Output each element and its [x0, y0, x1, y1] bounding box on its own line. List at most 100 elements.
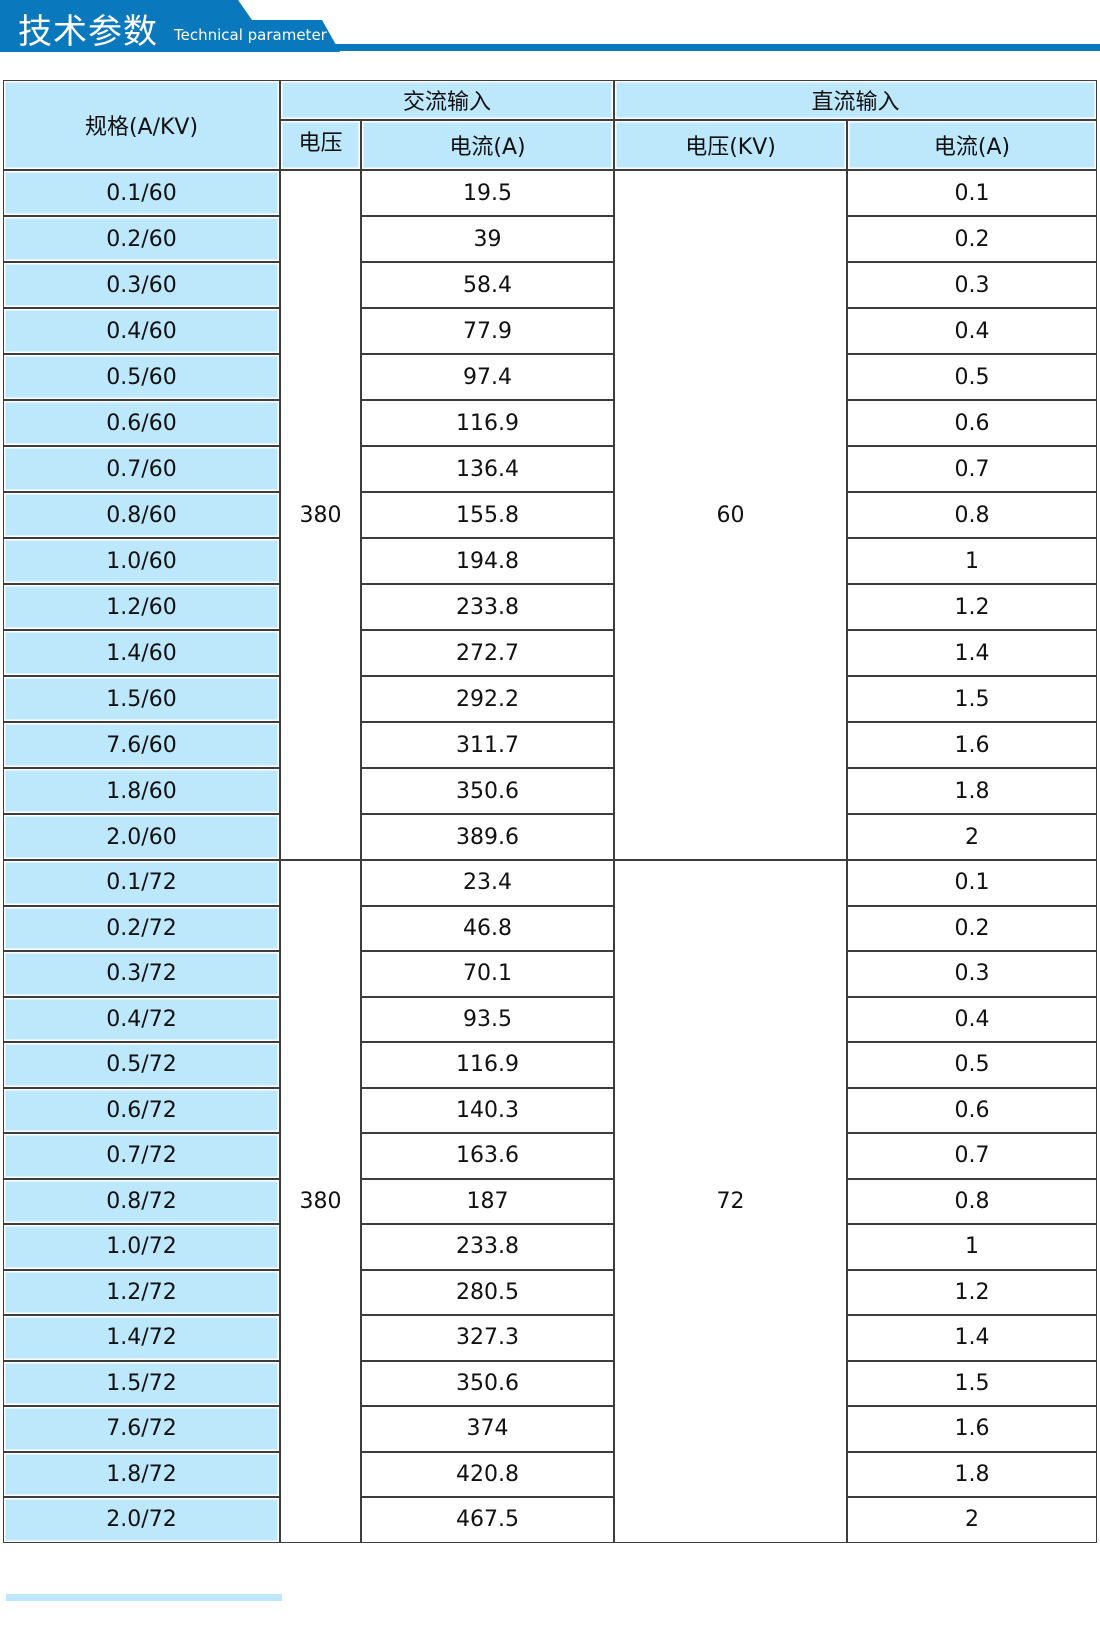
- ac-current-cell: 97.4: [361, 354, 615, 400]
- table-row: 7.6/72 374 1.6: [3, 1406, 1098, 1452]
- table-row: 0.3/72 70.1 0.3: [3, 951, 1098, 997]
- dc-current-cell: 0.7: [847, 446, 1098, 492]
- ac-current-cell: 93.5: [361, 996, 615, 1042]
- ac-current-cell: 163.6: [361, 1133, 615, 1179]
- ac-current-cell: 70.1: [361, 951, 615, 997]
- ac-current-cell: 350.6: [361, 768, 615, 814]
- spec-cell: 0.8/60: [3, 492, 280, 538]
- dc-current-cell: 1.6: [847, 722, 1098, 768]
- table-row: 1.0/60 194.8 1: [3, 538, 1098, 584]
- dc-current-cell: 1.5: [847, 676, 1098, 722]
- header-dc-input: 直流输入: [614, 80, 1098, 120]
- ac-current-cell: 136.4: [361, 446, 615, 492]
- spec-cell: 0.3/72: [3, 951, 280, 997]
- spec-cell: 7.6/60: [3, 722, 280, 768]
- ac-voltage-cell: 380: [280, 170, 361, 860]
- table-row: 1.8/60 350.6 1.8: [3, 768, 1098, 814]
- ac-current-cell: 194.8: [361, 538, 615, 584]
- spec-cell: 1.8/72: [3, 1451, 280, 1497]
- ac-current-cell: 155.8: [361, 492, 615, 538]
- dc-current-cell: 0.1: [847, 170, 1098, 216]
- table-row: 1.8/72 420.8 1.8: [3, 1451, 1098, 1497]
- table-row: 2.0/60 389.6 2: [3, 814, 1098, 860]
- spec-cell: 2.0/60: [3, 814, 280, 860]
- ac-current-cell: 116.9: [361, 400, 615, 446]
- spec-cell: 2.0/72: [3, 1497, 280, 1543]
- dc-current-cell: 0.2: [847, 905, 1098, 951]
- table-row: 1.4/72 327.3 1.4: [3, 1315, 1098, 1361]
- section-subtitle: Technical parameter: [174, 26, 327, 44]
- dc-current-cell: 1.6: [847, 1406, 1098, 1452]
- spec-cell: 0.4/72: [3, 996, 280, 1042]
- spec-cell: 1.5/60: [3, 676, 280, 722]
- dc-current-cell: 1.8: [847, 1451, 1098, 1497]
- table-row: 0.4/60 77.9 0.4: [3, 308, 1098, 354]
- dc-current-cell: 0.1: [847, 860, 1098, 906]
- ac-current-cell: 311.7: [361, 722, 615, 768]
- dc-current-cell: 0.6: [847, 400, 1098, 446]
- spec-cell: 1.4/60: [3, 630, 280, 676]
- ac-current-cell: 19.5: [361, 170, 615, 216]
- table-row: 1.4/60 272.7 1.4: [3, 630, 1098, 676]
- header-spec: 规格(A/KV): [3, 80, 280, 170]
- spec-cell: 0.8/72: [3, 1178, 280, 1224]
- spec-cell: 0.5/60: [3, 354, 280, 400]
- dc-current-cell: 1.4: [847, 1315, 1098, 1361]
- header-ac-input: 交流输入: [280, 80, 615, 120]
- spec-cell: 0.6/60: [3, 400, 280, 446]
- ac-current-cell: 272.7: [361, 630, 615, 676]
- ac-current-cell: 116.9: [361, 1042, 615, 1088]
- table-row: 0.2/60 39 0.2: [3, 216, 1098, 262]
- spec-cell: 1.0/60: [3, 538, 280, 584]
- spec-cell: 7.6/72: [3, 1406, 280, 1452]
- table-row: 0.5/72 116.9 0.5: [3, 1042, 1098, 1088]
- spec-cell: 0.3/60: [3, 262, 280, 308]
- table-row: 0.3/60 58.4 0.3: [3, 262, 1098, 308]
- dc-voltage-cell: 60: [614, 170, 848, 860]
- dc-current-cell: 0.5: [847, 1042, 1098, 1088]
- dc-voltage-cell: 72: [614, 860, 848, 1543]
- dc-current-cell: 0.8: [847, 492, 1098, 538]
- dc-current-cell: 0.6: [847, 1087, 1098, 1133]
- ac-current-cell: 46.8: [361, 905, 615, 951]
- spec-cell: 0.4/60: [3, 308, 280, 354]
- ac-current-cell: 77.9: [361, 308, 615, 354]
- dc-current-cell: 2: [847, 1497, 1098, 1543]
- header-underline: [0, 44, 1100, 51]
- ac-current-cell: 420.8: [361, 1451, 615, 1497]
- spec-cell: 1.5/72: [3, 1360, 280, 1406]
- table-row: 0.1/60 380 19.5 60 0.1: [3, 170, 1098, 860]
- dc-current-cell: 0.4: [847, 308, 1098, 354]
- spec-cell: 0.7/72: [3, 1133, 280, 1179]
- ac-current-cell: 23.4: [361, 860, 615, 906]
- header-dc-voltage: 电压(KV): [614, 120, 848, 170]
- dc-current-cell: 0.7: [847, 1133, 1098, 1179]
- ac-current-cell: 187: [361, 1178, 615, 1224]
- spec-cell: 1.0/72: [3, 1224, 280, 1270]
- table-row: 0.1/72 380 23.4 72 0.1: [3, 860, 1098, 1543]
- dc-current-cell: 1: [847, 538, 1098, 584]
- table-row: 0.5/60 97.4 0.5: [3, 354, 1098, 400]
- dc-current-cell: 1: [847, 1224, 1098, 1270]
- ac-current-cell: 280.5: [361, 1269, 615, 1315]
- dc-current-cell: 0.3: [847, 262, 1098, 308]
- dc-current-cell: 1.5: [847, 1360, 1098, 1406]
- table-row: 0.7/60 136.4 0.7: [3, 446, 1098, 492]
- dc-current-cell: 0.5: [847, 354, 1098, 400]
- spec-cell: 0.2/60: [3, 216, 280, 262]
- header-ac-voltage: 电压: [280, 120, 361, 170]
- spec-cell: 1.2/60: [3, 584, 280, 630]
- dc-current-cell: 0.4: [847, 996, 1098, 1042]
- table-row: 0.8/72 187 0.8: [3, 1178, 1098, 1224]
- bottom-strip: [6, 1594, 282, 1601]
- ac-current-cell: 58.4: [361, 262, 615, 308]
- ac-current-cell: 39: [361, 216, 615, 262]
- dc-current-cell: 1.4: [847, 630, 1098, 676]
- table-row: 0.8/60 155.8 0.8: [3, 492, 1098, 538]
- spec-cell: 0.1/72: [3, 860, 280, 906]
- table-row: 1.0/72 233.8 1: [3, 1224, 1098, 1270]
- spec-cell: 1.8/60: [3, 768, 280, 814]
- table-row: 1.2/60 233.8 1.2: [3, 584, 1098, 630]
- dc-current-cell: 0.2: [847, 216, 1098, 262]
- table-row: 0.4/72 93.5 0.4: [3, 996, 1098, 1042]
